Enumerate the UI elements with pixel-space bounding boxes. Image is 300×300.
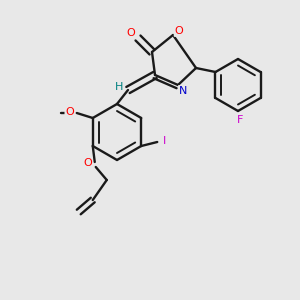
Text: I: I bbox=[163, 136, 166, 146]
Text: O: O bbox=[175, 26, 183, 36]
Text: N: N bbox=[179, 86, 187, 96]
Text: O: O bbox=[127, 28, 135, 38]
Text: O: O bbox=[83, 158, 92, 168]
Text: F: F bbox=[237, 115, 243, 125]
Text: H: H bbox=[115, 82, 123, 92]
Text: O: O bbox=[65, 107, 74, 117]
